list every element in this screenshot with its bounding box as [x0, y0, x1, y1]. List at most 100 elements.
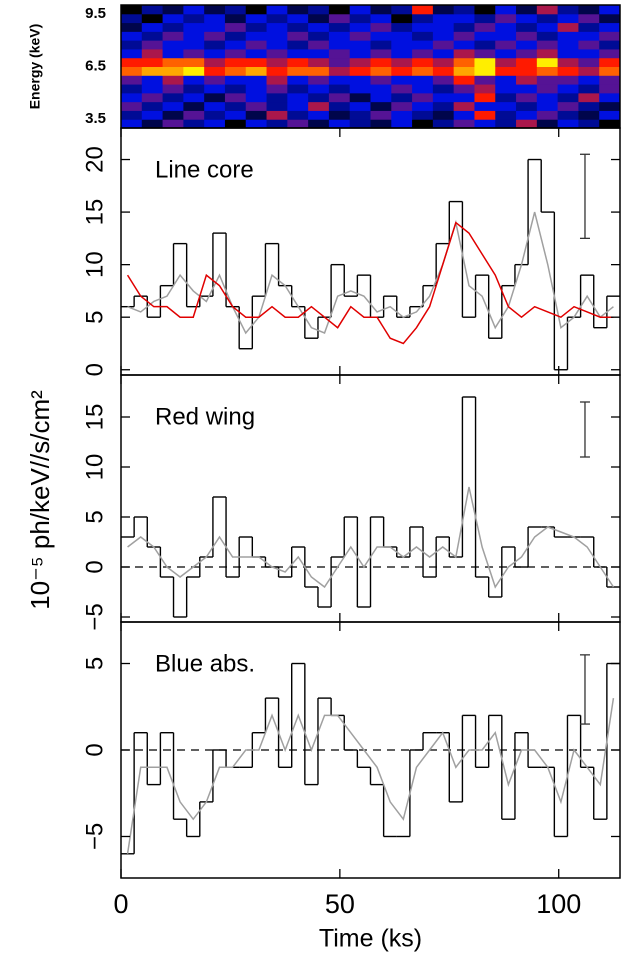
- heatmap-cell: [349, 22, 371, 32]
- heatmap-cell: [328, 5, 351, 15]
- heatmap-cell: [557, 31, 579, 41]
- heatmap-cell: [557, 5, 579, 15]
- heatmap-cell: [474, 31, 496, 41]
- heatmap-cell: [266, 66, 288, 76]
- heatmap-cell: [391, 57, 413, 67]
- heatmap-cell: [162, 66, 184, 76]
- heatmap-cell: [349, 66, 371, 76]
- heatmap-cell: [308, 5, 330, 15]
- heatmap-cell: [183, 75, 205, 85]
- y-tick-label: 5: [81, 657, 108, 670]
- heatmap-cell: [204, 22, 226, 32]
- heatmap-cell: [162, 5, 184, 15]
- heatmap-cell: [495, 101, 517, 111]
- heatmap-cell: [516, 101, 538, 111]
- heatmap-cell: [453, 13, 475, 24]
- heatmap-cell: [204, 31, 226, 41]
- heatmap-cell: [557, 13, 579, 24]
- heatmap-cell: [266, 40, 288, 50]
- heatmap-cell: [308, 13, 330, 24]
- heatmap-cell: [308, 66, 330, 76]
- heatmap-cell: [162, 31, 184, 41]
- heatmap-cell: [245, 84, 268, 94]
- heatmap-cell: [453, 31, 475, 41]
- heatmap-cell: [557, 40, 579, 50]
- heatmap-cell: [204, 48, 226, 59]
- heatmap-cell: [599, 31, 621, 41]
- heatmap-cell: [536, 119, 559, 129]
- heatmap-cell: [370, 13, 392, 24]
- heatmap-cell: [121, 22, 143, 32]
- heatmap-cell: [204, 119, 226, 129]
- heatmap-cell: [287, 66, 309, 76]
- heatmap-cell: [432, 31, 455, 41]
- heatmap-cell: [162, 13, 184, 24]
- heatmap-cell: [308, 40, 330, 50]
- heatmap-cell: [453, 92, 475, 103]
- heatmap-cell: [391, 40, 413, 50]
- heatmap-cell: [224, 40, 247, 50]
- heatmap-cell: [516, 119, 538, 129]
- heatmap-cell: [599, 40, 621, 50]
- heatmap-cell: [536, 66, 559, 76]
- heatmap-cell: [599, 110, 621, 120]
- heatmap-cell: [204, 57, 226, 67]
- heatmap-cell: [266, 22, 288, 32]
- heatmap-cell: [349, 13, 371, 24]
- heatmap-cell: [224, 75, 247, 85]
- panel-title: Line core: [155, 156, 254, 183]
- heatmap-cell: [536, 31, 559, 41]
- heatmap-cell: [432, 84, 455, 94]
- heatmap-cell: [162, 57, 184, 67]
- heatmap-cell: [141, 5, 164, 15]
- heatmap-cell: [516, 5, 538, 15]
- heatmap-cell: [453, 57, 475, 67]
- heatmap-cell: [204, 13, 226, 24]
- heatmap-cell: [183, 92, 205, 103]
- heatmap-cell: [287, 101, 309, 111]
- heatmap-cell: [495, 92, 517, 103]
- heatmap-cell: [308, 22, 330, 32]
- heatmap-cell: [183, 66, 205, 76]
- heatmap-cell: [557, 57, 579, 67]
- heatmap-cell: [578, 84, 600, 94]
- heatmap-cell: [474, 48, 496, 59]
- heatmap-cell: [391, 5, 413, 15]
- y-tick-label: 9.5: [85, 5, 106, 22]
- y-axis-label: 10⁻⁵ ph/keV//s/cm²: [25, 390, 55, 610]
- heatmap-cell: [141, 22, 164, 32]
- heatmap-cell: [121, 13, 143, 24]
- y-tick-label: 0: [81, 363, 108, 376]
- heatmap-cell: [287, 57, 309, 67]
- heatmap-cell: [287, 13, 309, 24]
- heatmap-cell: [245, 66, 268, 76]
- heatmap-cell: [183, 84, 205, 94]
- heatmap-cell: [391, 110, 413, 120]
- heatmap-cell: [183, 22, 205, 32]
- heatmap-cell: [599, 5, 621, 15]
- heatmap-cell: [599, 57, 621, 67]
- heatmap-cell: [412, 66, 434, 76]
- heatmap-cell: [183, 57, 205, 67]
- y-tick-label: 3.5: [85, 110, 106, 127]
- heatmap-cell: [287, 40, 309, 50]
- heatmap-cell: [578, 119, 600, 129]
- heatmap-cell: [557, 119, 579, 129]
- heatmap-cell: [474, 22, 496, 32]
- heatmap-cell: [245, 13, 268, 24]
- heatmap-cell: [162, 40, 184, 50]
- heatmap-cell: [308, 92, 330, 103]
- heatmap-cell: [599, 13, 621, 24]
- heatmap-cell: [578, 40, 600, 50]
- heatmap-cell: [391, 31, 413, 41]
- heatmap-cell: [162, 84, 184, 94]
- x-tick-label: 100: [536, 889, 581, 919]
- heatmap-cell: [224, 13, 247, 24]
- heatmap-cell: [204, 75, 226, 85]
- heatmap-cell: [412, 5, 434, 15]
- heatmap-cell: [328, 101, 351, 111]
- heatmap-cell: [162, 48, 184, 59]
- heatmap-cell: [287, 31, 309, 41]
- heatmap-cell: [495, 66, 517, 76]
- heatmap-cell: [287, 84, 309, 94]
